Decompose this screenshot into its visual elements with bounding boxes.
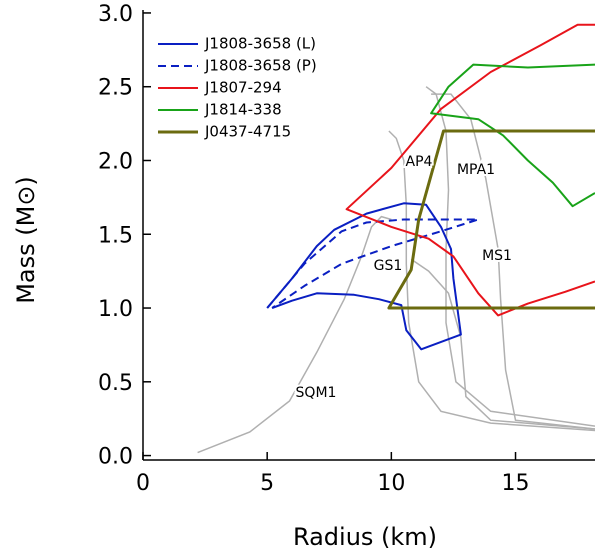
- eos-curve: [197, 215, 392, 454]
- eos-curve: [410, 258, 595, 430]
- legend-label: J1808-3658 (L): [204, 35, 316, 53]
- x-tick-label: 5: [260, 471, 274, 496]
- series-line: [266, 218, 480, 309]
- series-line: [387, 129, 595, 310]
- x-axis-title: Radius (km): [293, 523, 437, 551]
- y-tick-label: 2.0: [98, 149, 133, 174]
- series-line: [430, 63, 595, 208]
- series-line: [266, 202, 462, 351]
- x-tick-label: 15: [502, 471, 530, 496]
- y-tick-label: 3.0: [98, 2, 133, 27]
- legend-label: J0437-4715: [204, 123, 291, 141]
- eos-label: MS1: [482, 248, 512, 264]
- eos-curve: [425, 86, 595, 427]
- y-tick-label: 0.0: [98, 445, 133, 470]
- y-tick-label: 1.0: [98, 297, 133, 322]
- eos-label: MPA1: [457, 162, 495, 178]
- legend-label: J1814-338: [204, 101, 282, 119]
- x-tick-label: 10: [377, 471, 405, 496]
- x-tick-label: 0: [136, 471, 150, 496]
- y-tick-label: 0.5: [98, 371, 133, 396]
- plot-area: [197, 23, 595, 454]
- y-tick-label: 2.5: [98, 76, 133, 101]
- eos-label: AP4: [406, 154, 433, 170]
- legend-label: J1808-3658 (P): [204, 57, 317, 75]
- y-tick-label: 1.5: [98, 223, 133, 248]
- legend-label: J1807-294: [204, 79, 282, 97]
- eos-label: SQM1: [296, 385, 337, 401]
- eos-curve: [388, 130, 595, 432]
- y-axis-title: Mass (M⊙): [12, 176, 40, 304]
- eos-curve: [431, 93, 595, 430]
- eos-label: GS1: [374, 258, 403, 274]
